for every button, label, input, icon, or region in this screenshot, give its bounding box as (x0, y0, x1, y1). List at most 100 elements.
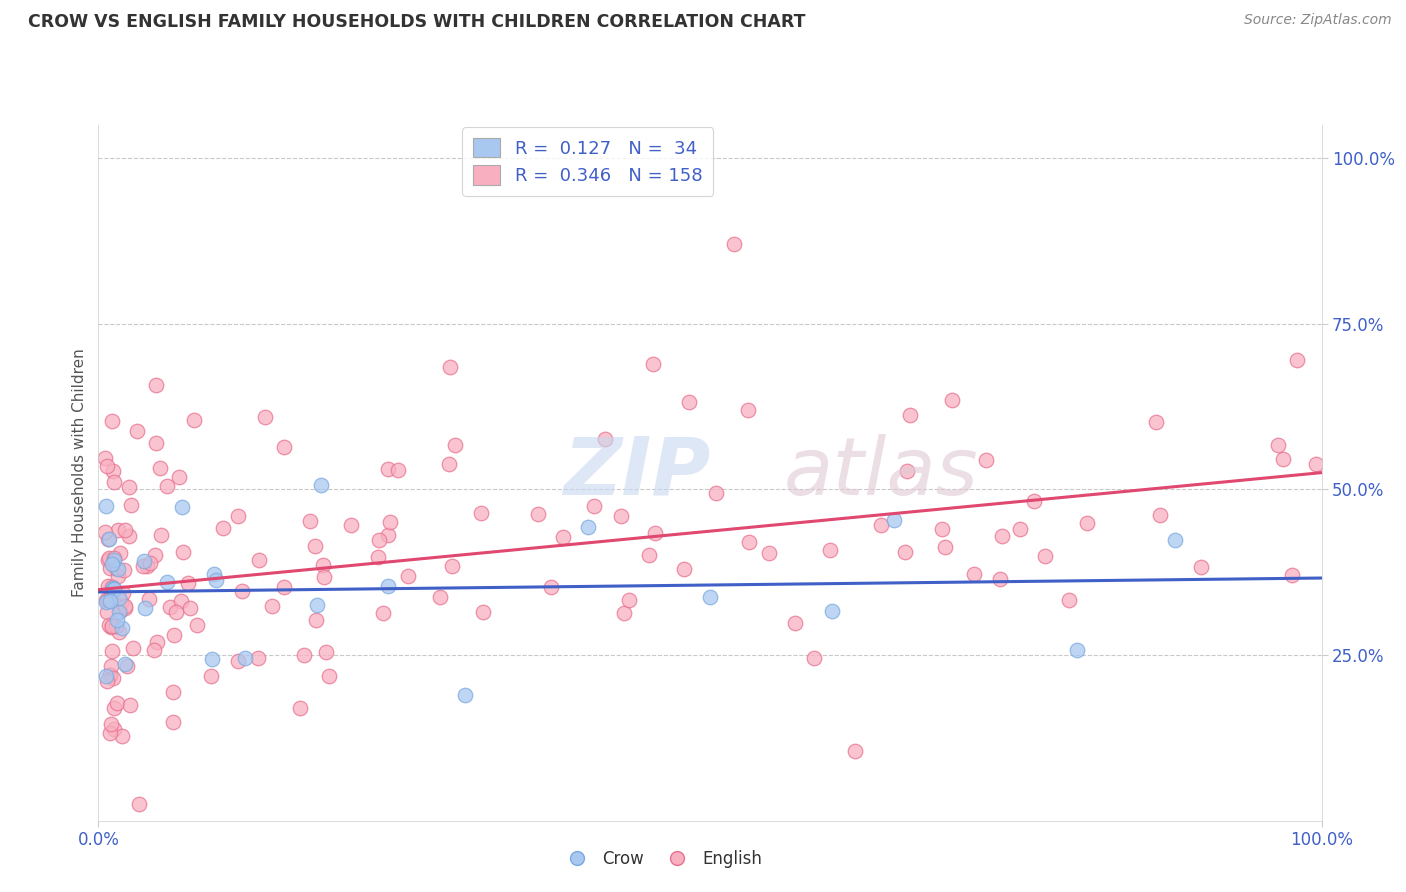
Point (97, 593, 120, 607)
Point (1008, 522, 1031, 536)
Point (1057, 592, 1080, 607)
Point (377, 528, 399, 542)
Point (643, 357, 665, 371)
Point (138, 592, 160, 607)
Point (170, 500, 193, 514)
Point (378, 516, 401, 530)
Point (312, 558, 335, 572)
Point (103, 582, 125, 597)
Point (211, 521, 233, 535)
Point (139, 556, 162, 570)
Point (233, 651, 256, 665)
Point (723, 237, 745, 252)
Point (988, 572, 1011, 586)
Point (472, 605, 495, 619)
Point (1305, 457, 1327, 471)
Point (377, 461, 399, 475)
Point (377, 579, 399, 593)
Point (527, 508, 550, 522)
Point (103, 475, 125, 490)
Point (145, 548, 167, 562)
Point (205, 573, 228, 587)
Point (253, 410, 276, 425)
Point (165, 606, 187, 620)
Point (145, 378, 167, 392)
Point (98, 618, 121, 632)
Point (121, 641, 143, 656)
Point (898, 408, 921, 422)
Text: ZIP: ZIP (564, 434, 710, 512)
Point (108, 604, 131, 618)
Point (246, 651, 269, 665)
Point (1267, 438, 1289, 452)
Point (136, 558, 159, 573)
Point (896, 464, 918, 478)
Point (172, 545, 194, 559)
Point (105, 613, 128, 627)
Point (100, 558, 122, 572)
Point (1271, 451, 1294, 466)
Point (454, 688, 477, 702)
Point (429, 590, 451, 604)
Point (94, 592, 117, 607)
Point (870, 517, 893, 532)
Point (803, 650, 825, 665)
Point (470, 506, 492, 520)
Point (818, 543, 841, 558)
Point (94, 499, 117, 513)
Point (163, 628, 186, 642)
Point (1144, 416, 1167, 430)
Point (120, 698, 142, 712)
Point (699, 590, 721, 604)
Point (100, 644, 122, 658)
Point (758, 546, 780, 560)
Point (114, 600, 136, 615)
Text: Source: ZipAtlas.com: Source: ZipAtlas.com (1244, 13, 1392, 28)
Point (104, 561, 127, 575)
Point (131, 559, 153, 574)
Point (941, 392, 963, 407)
Point (202, 566, 225, 581)
Point (613, 606, 636, 620)
Point (96, 459, 118, 474)
Point (97, 552, 120, 566)
Point (105, 697, 128, 711)
Point (304, 539, 326, 553)
Point (110, 546, 132, 560)
Y-axis label: Family Households with Children: Family Households with Children (72, 349, 87, 597)
Point (117, 480, 139, 494)
Point (100, 716, 122, 731)
Point (387, 463, 409, 477)
Point (156, 575, 179, 590)
Point (1164, 533, 1187, 548)
Point (1022, 493, 1045, 508)
Point (553, 530, 575, 544)
Point (292, 648, 315, 663)
Point (367, 549, 389, 564)
Point (94, 669, 117, 683)
Point (94, 595, 117, 609)
Point (156, 479, 179, 493)
Point (617, 593, 640, 607)
Point (98, 594, 121, 608)
Text: atlas: atlas (783, 434, 979, 512)
Point (110, 595, 132, 609)
Point (111, 621, 134, 635)
Point (145, 436, 167, 450)
Point (273, 580, 295, 594)
Point (98, 551, 121, 566)
Point (103, 553, 125, 567)
Point (120, 498, 142, 512)
Point (576, 520, 599, 534)
Point (162, 714, 184, 729)
Point (439, 359, 461, 374)
Point (127, 425, 149, 439)
Point (201, 652, 224, 666)
Point (1033, 549, 1056, 563)
Text: CROW VS ENGLISH FAMILY HOUSEHOLDS WITH CHILDREN CORRELATION CHART: CROW VS ENGLISH FAMILY HOUSEHOLDS WITH C… (28, 13, 806, 31)
Point (114, 657, 136, 672)
Point (128, 797, 150, 811)
Point (1281, 568, 1303, 582)
Point (704, 485, 727, 500)
Legend: Crow, English: Crow, English (554, 844, 769, 875)
